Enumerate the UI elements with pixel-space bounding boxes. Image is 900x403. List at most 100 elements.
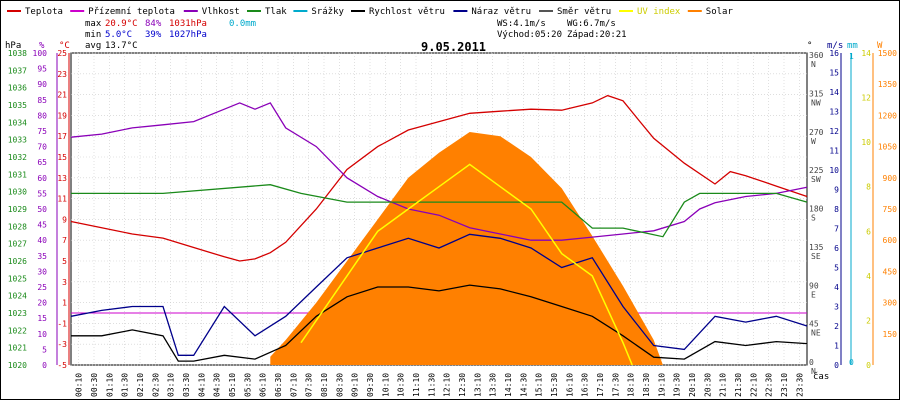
stat-max-press: 1031hPa xyxy=(169,19,207,29)
temp-axis-tick-1: 23 xyxy=(57,70,67,79)
x-tick-25: 12:30 xyxy=(458,373,467,397)
humidity-axis-tick-12: 40 xyxy=(37,236,47,245)
x-tick-43: 21:30 xyxy=(734,373,743,397)
x-tick-3: 01:30 xyxy=(121,373,130,397)
solar-axis-tick-7: 450 xyxy=(883,267,898,276)
solar-axis-tick-6: 600 xyxy=(883,236,898,245)
wind-axis-tick-2: 14 xyxy=(829,88,839,97)
wind-speed-info: WS:4.1m/s xyxy=(497,19,546,29)
humidity-axis-tick-13: 35 xyxy=(37,252,47,261)
x-tick-30: 15:10 xyxy=(535,373,544,397)
sunset-info: Západ:20:21 xyxy=(567,30,627,40)
x-tick-4: 02:10 xyxy=(136,373,145,397)
wind-axis-tick-1: 15 xyxy=(829,69,839,78)
temp-axis-tick-14: -3 xyxy=(57,340,67,349)
uv-axis-tick-0: 14 xyxy=(861,49,871,58)
wind-axis-tick-11: 5 xyxy=(834,264,839,273)
x-tick-19: 09:30 xyxy=(366,373,375,397)
x-tick-42: 21:10 xyxy=(719,373,728,397)
legend-label-9: Solar xyxy=(706,7,734,17)
uv-axis-tick-1: 12 xyxy=(861,94,871,103)
temp-axis-tick-12: 1 xyxy=(62,299,67,308)
humidity-axis-tick-9: 55 xyxy=(37,189,47,198)
chart-date-title: 9.05.2011 xyxy=(421,40,486,54)
x-tick-21: 10:30 xyxy=(397,373,406,397)
humidity-axis-tick-0: 100 xyxy=(33,49,48,58)
temp-axis-tick-2: 21 xyxy=(57,91,67,100)
winddir-tick-0: 360 xyxy=(809,51,824,60)
x-tick-12: 06:10 xyxy=(259,373,268,397)
pressure-axis-tick-11: 1027 xyxy=(8,240,27,249)
humidity-axis-tick-20: 0 xyxy=(42,361,47,370)
pressure-axis-tick-6: 1032 xyxy=(8,153,27,162)
x-tick-39: 19:30 xyxy=(673,373,682,397)
pressure-axis-tick-18: 1020 xyxy=(8,361,27,370)
x-tick-23: 11:30 xyxy=(427,373,436,397)
pressure-axis-tick-9: 1029 xyxy=(8,205,27,214)
temp-axis-tick-6: 13 xyxy=(57,174,67,183)
winddir-compass-3: SW xyxy=(811,175,821,184)
x-tick-2: 01:10 xyxy=(105,373,114,397)
temp-axis-tick-0: 25 xyxy=(57,49,67,58)
stat-min-hum: 39% xyxy=(145,30,162,40)
winddir-tick-4: 180 xyxy=(809,205,824,214)
pressure-axis-tick-10: 1028 xyxy=(8,222,27,231)
x-tick-15: 07:30 xyxy=(305,373,314,397)
pressure-axis-tick-1: 1037 xyxy=(8,66,27,75)
x-tick-40: 20:10 xyxy=(688,373,697,397)
winddir-compass-6: E xyxy=(811,290,816,299)
x-tick-5: 02:30 xyxy=(151,373,160,397)
x-tick-46: 23:10 xyxy=(780,373,789,397)
humidity-axis-tick-17: 15 xyxy=(37,314,47,323)
humidity-axis-tick-19: 5 xyxy=(42,345,47,354)
pressure-axis-tick-12: 1026 xyxy=(8,257,27,266)
x-tick-31: 15:30 xyxy=(550,373,559,397)
x-tick-32: 16:10 xyxy=(565,373,574,397)
humidity-axis-tick-6: 70 xyxy=(37,143,47,152)
wind-axis-tick-9: 7 xyxy=(834,225,839,234)
x-tick-6: 03:10 xyxy=(167,373,176,397)
stats-block: max 20.9°C 84% 1031hPa 0.0mm min 5.0°C 3… xyxy=(85,19,256,51)
winddir-compass-7: NE xyxy=(811,329,821,338)
humidity-axis-tick-1: 95 xyxy=(37,65,47,74)
wind-axis-tick-5: 11 xyxy=(829,147,839,156)
x-tick-29: 14:30 xyxy=(519,373,528,397)
pressure-axis-tick-0: 1038 xyxy=(8,49,27,58)
unit-mm: mm xyxy=(847,41,858,51)
wind-axis-tick-0: 16 xyxy=(829,49,839,58)
humidity-axis-tick-11: 45 xyxy=(37,221,47,230)
winddir-compass-1: NW xyxy=(811,98,821,107)
humidity-axis-tick-3: 85 xyxy=(37,96,47,105)
pressure-axis-tick-16: 1022 xyxy=(8,326,27,335)
winddir-tick-7: 45 xyxy=(809,320,819,329)
wind-axis-tick-16: 0 xyxy=(834,361,839,370)
uv-axis-tick-4: 6 xyxy=(866,227,871,236)
solar-axis-tick-8: 300 xyxy=(883,299,898,308)
wind-axis-tick-14: 2 xyxy=(834,322,839,331)
stat-avg-label: avg xyxy=(85,41,101,51)
humidity-axis-tick-8: 60 xyxy=(37,174,47,183)
uv-axis-tick-2: 10 xyxy=(861,138,871,147)
winddir-compass-8: N xyxy=(811,367,816,376)
pressure-axis-tick-4: 1034 xyxy=(8,118,27,127)
sunrise-info: Východ:05:20 xyxy=(497,30,562,40)
x-tick-27: 13:30 xyxy=(489,373,498,397)
x-tick-33: 16:30 xyxy=(581,373,590,397)
x-tick-26: 13:10 xyxy=(473,373,482,397)
humidity-axis-tick-4: 80 xyxy=(37,111,47,120)
wind-gust-info: WG:6.7m/s xyxy=(567,19,616,29)
wind-axis-tick-8: 8 xyxy=(834,205,839,214)
pressure-axis-tick-8: 1030 xyxy=(8,188,27,197)
winddir-compass-5: SE xyxy=(811,252,821,261)
stat-max-temp: 20.9°C xyxy=(105,19,138,29)
winddir-compass-4: S xyxy=(811,214,816,223)
x-tick-37: 18:30 xyxy=(642,373,651,397)
solar-axis-tick-3: 1050 xyxy=(878,143,897,152)
legend-label-6: Náraz větru xyxy=(471,7,531,17)
winddir-tick-5: 135 xyxy=(809,243,824,252)
stat-min-label: min xyxy=(85,30,101,40)
x-tick-36: 18:10 xyxy=(627,373,636,397)
solar-axis-tick-0: 1500 xyxy=(878,49,897,58)
x-tick-7: 03:30 xyxy=(182,373,191,397)
